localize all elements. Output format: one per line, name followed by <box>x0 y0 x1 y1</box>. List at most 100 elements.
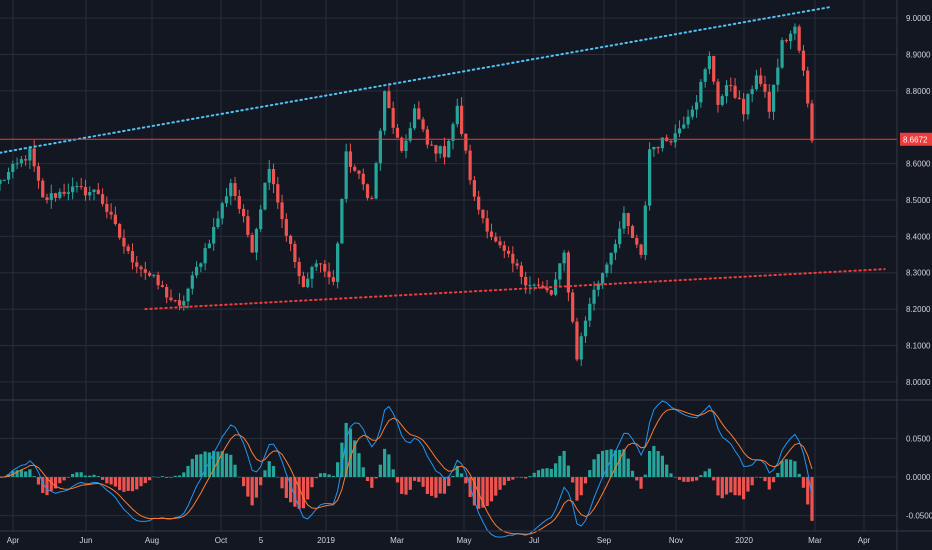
histogram-bar <box>323 473 327 478</box>
histogram-bar <box>558 455 562 478</box>
histogram-bar <box>767 477 771 490</box>
histogram-bar <box>203 451 207 478</box>
candle-body <box>250 234 254 253</box>
histogram-bar <box>583 477 588 484</box>
histogram-bar <box>365 477 370 482</box>
candle-body <box>340 198 344 244</box>
candle-body <box>421 119 425 130</box>
candle-body <box>442 146 447 158</box>
histogram-bar <box>652 445 656 478</box>
histogram-bar <box>229 454 233 478</box>
candle-body <box>742 98 746 115</box>
candle-body <box>41 180 45 198</box>
candle-body <box>716 81 720 105</box>
histogram-bar <box>639 477 643 489</box>
histogram-bar <box>207 452 212 478</box>
histogram-bar <box>241 477 246 487</box>
histogram-bar <box>160 476 165 478</box>
candle-body <box>695 102 699 110</box>
histogram-bar <box>71 473 75 478</box>
histogram-bar <box>83 475 88 478</box>
histogram-bar <box>293 477 297 507</box>
candle-body <box>259 209 263 230</box>
histogram-bar <box>301 477 306 509</box>
candle-body <box>186 288 190 302</box>
histogram-bar <box>494 477 498 496</box>
histogram-bar <box>100 477 105 480</box>
histogram-bar <box>263 470 267 478</box>
candle-body <box>750 89 754 95</box>
candle-body <box>58 191 62 198</box>
candle-body <box>404 140 408 151</box>
histogram-bar <box>737 477 741 496</box>
histogram-bar <box>130 477 135 492</box>
histogram-bar <box>79 472 83 478</box>
candle-body <box>780 40 784 68</box>
candle-body <box>267 169 271 183</box>
histogram-bar <box>152 476 156 478</box>
candle-body <box>254 229 259 253</box>
candle-body <box>712 55 716 82</box>
histogram-bar <box>647 451 652 478</box>
histogram-bar <box>746 477 750 492</box>
histogram-bar <box>118 477 122 491</box>
histogram-bar <box>656 450 660 478</box>
current-price-text: 8.6672 <box>903 135 928 144</box>
candle-body <box>430 144 434 146</box>
candle-body <box>532 284 536 286</box>
histogram-bar <box>177 475 182 478</box>
histogram-bar <box>113 477 117 487</box>
histogram-bar <box>233 464 237 478</box>
histogram-bar <box>412 477 417 481</box>
histogram-bar <box>41 477 45 494</box>
histogram-bar <box>690 477 694 482</box>
candle-body <box>212 227 216 244</box>
candle-body <box>677 128 682 134</box>
histogram-bar <box>489 477 494 502</box>
candle-body <box>135 262 139 267</box>
candle-body <box>11 163 15 173</box>
histogram-bar <box>754 477 759 478</box>
candle-body <box>45 197 49 200</box>
candle-body <box>592 289 596 304</box>
histogram-bar <box>528 476 532 478</box>
histogram-bar <box>716 477 720 496</box>
histogram-bar <box>276 476 280 478</box>
candle-body <box>613 244 618 253</box>
candle-body <box>199 263 203 267</box>
histogram-bar <box>357 453 361 478</box>
time-axis[interactable]: Apr Jun Aug Oct 5 2019 Mar May Jul Sep Nov 2020 Mar A… <box>7 536 871 545</box>
trendline-resistance[interactable] <box>0 6 831 154</box>
histogram-bar <box>143 477 147 484</box>
trendline-support[interactable] <box>144 268 886 311</box>
histogram-bar <box>237 476 241 478</box>
histogram-bar <box>472 477 476 506</box>
histogram-bar <box>425 477 429 495</box>
price-tick-label: 9.0000 <box>906 14 931 23</box>
candle-body <box>66 192 70 194</box>
histogram-bar <box>750 477 754 486</box>
price-tick-label: 8.4000 <box>906 232 931 241</box>
candle-body <box>293 243 297 263</box>
candle-body <box>177 300 182 306</box>
candle-body <box>656 146 660 149</box>
price-axis[interactable]: 9.0000 8.9000 8.8000 8.6000 8.5000 8.4000 8.30… <box>906 14 931 387</box>
candle-body <box>314 263 318 267</box>
histogram-bar <box>186 465 190 478</box>
candle-body <box>468 150 472 181</box>
histogram-bar <box>139 477 143 487</box>
candle-body <box>216 218 220 228</box>
candle-body <box>88 192 92 196</box>
histogram-bar <box>575 477 579 501</box>
histogram-bar <box>344 422 348 478</box>
macd-axis[interactable]: 0.0500 0.0000 -0.0500 <box>906 435 932 521</box>
histogram-bar <box>682 477 686 482</box>
histogram-bar <box>665 464 669 478</box>
candle-body <box>165 286 169 298</box>
candle-body <box>169 297 173 301</box>
candle-body <box>71 186 75 193</box>
candle-body <box>506 250 511 254</box>
histogram-bar <box>562 450 566 478</box>
candle-body <box>53 193 58 198</box>
